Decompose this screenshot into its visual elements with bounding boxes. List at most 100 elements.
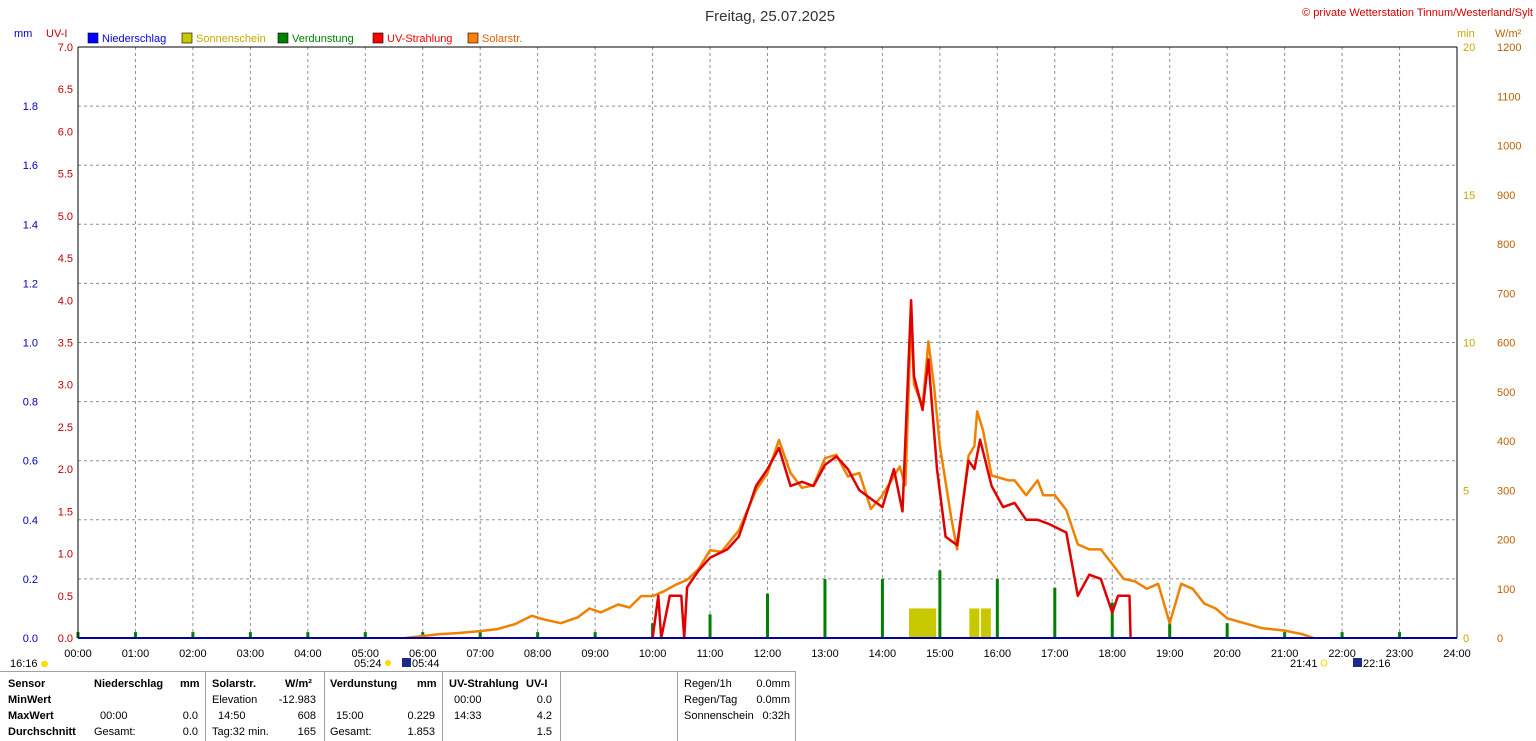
max-verdunstung-value: 0.229	[407, 710, 435, 722]
x-tick-label: 15:00	[926, 648, 954, 660]
legend-label: Solarstr.	[482, 33, 522, 45]
uv-tick-label: 5.5	[58, 169, 73, 181]
uv-tick-label: 4.5	[58, 253, 73, 265]
max-uv-time: 14:33	[454, 710, 482, 722]
wm2-tick-label: 0	[1497, 633, 1503, 645]
uv-line	[651, 299, 1132, 640]
stats-table: Sensor Niederschlag mm Solarstr. W/m² Ve…	[0, 671, 1536, 741]
min-tick-label: 0	[1463, 633, 1469, 645]
evaporation-bar	[1053, 587, 1057, 638]
evaporation-bar	[1398, 632, 1402, 638]
evaporation-bar	[191, 632, 195, 638]
sunrise-time: 05:24	[354, 658, 382, 670]
wm2-tick-label: 1000	[1497, 141, 1521, 153]
mm-tick-label: 0.2	[23, 574, 38, 586]
moon-left-icon	[41, 661, 48, 667]
extra-value-sunshine: 0:32h	[762, 710, 790, 722]
extra-value-rain-day: 0.0mm	[756, 694, 790, 706]
evaporation-bar	[1225, 623, 1229, 638]
x-tick-label: 24:00	[1443, 648, 1471, 660]
extra-value-rain-hour: 0.0mm	[756, 678, 790, 690]
header-sensor: Sensor	[8, 678, 46, 690]
min-unit-label: min	[1457, 28, 1475, 40]
uv-tick-label: 3.0	[58, 380, 73, 392]
sunrise-icon	[385, 660, 391, 666]
max-verdunstung-time: 15:00	[336, 710, 364, 722]
bar-series	[76, 570, 1402, 638]
header-niederschlag-unit: mm	[180, 678, 200, 690]
legend-swatch	[467, 32, 479, 44]
x-tick-label: 13:00	[811, 648, 839, 660]
evaporation-bar	[1340, 632, 1344, 638]
legend-label: Niederschlag	[102, 33, 166, 45]
uv-tick-label: 3.5	[58, 338, 73, 350]
moon-left-time: 16:16	[10, 658, 38, 670]
min-solar-value: -12.983	[278, 694, 316, 706]
mm-tick-label: 1.0	[23, 338, 38, 350]
x-tick-label: 22:00	[1328, 648, 1356, 660]
line-series	[405, 299, 1314, 640]
mm-tick-label: 0.8	[23, 397, 38, 409]
uv-tick-label: 0.5	[58, 591, 73, 603]
stats-divider	[205, 671, 206, 741]
evaporation-bar	[1283, 632, 1287, 638]
civil-dusk-time: 22:16	[1363, 658, 1391, 670]
wm2-tick-label: 1100	[1497, 91, 1521, 103]
evaporation-bar	[248, 632, 252, 638]
max-uv-value: 4.2	[536, 710, 552, 722]
wm2-unit-label: W/m²	[1495, 28, 1522, 40]
row-label-min: MinWert	[8, 694, 52, 706]
x-tick-label: 09:00	[581, 648, 609, 660]
extra-label-rain-day: Regen/Tag	[684, 694, 738, 706]
evaporation-bar	[708, 614, 712, 638]
legend-swatch	[372, 32, 384, 44]
avg-solar-time: Tag:32 min.	[212, 726, 269, 738]
uv-tick-label: 5.0	[58, 211, 73, 223]
min-uv-time: 00:00	[454, 694, 482, 706]
uv-unit-label: UV-I	[46, 28, 67, 40]
evaporation-bar	[363, 632, 367, 638]
x-tick-label: 05:00	[352, 648, 380, 660]
sunshine-bar	[914, 608, 925, 638]
evaporation-bar	[1110, 602, 1114, 638]
x-tick-label: 18:00	[1098, 648, 1126, 660]
row-label-avg: Durchschnitt	[8, 726, 76, 738]
mm-tick-label: 0.0	[23, 633, 38, 645]
legend-label: UV-Strahlung	[387, 33, 452, 45]
legend-swatch	[277, 32, 289, 44]
avg-uv-value: 1.5	[536, 726, 552, 738]
uv-tick-label: 1.5	[58, 506, 73, 518]
x-tick-label: 06:00	[409, 648, 437, 660]
evaporation-bar	[536, 632, 540, 638]
x-tick-label: 10:00	[639, 648, 667, 660]
header-uv: UV-Strahlung	[449, 678, 519, 690]
chart-title: Freitag, 25.07.2025	[705, 8, 835, 25]
uv-tick-label: 0.0	[58, 633, 73, 645]
civil-dawn-time: 05:44	[412, 658, 440, 670]
min-solar-time: Elevation	[212, 694, 258, 706]
wm2-tick-label: 200	[1497, 535, 1515, 547]
sunshine-bar	[980, 608, 991, 638]
wm2-tick-label: 300	[1497, 485, 1515, 497]
plot-frame	[77, 46, 1458, 639]
header-solar-unit: W/m²	[285, 678, 312, 690]
x-tick-label: 03:00	[237, 648, 265, 660]
avg-solar-value: 165	[297, 726, 316, 738]
legend-swatch	[181, 32, 193, 44]
row-label-max: MaxWert	[8, 710, 54, 722]
sunset-time: 21:41	[1290, 658, 1318, 670]
x-tick-label: 00:00	[64, 648, 92, 660]
legend: Niederschlag Sonnenschein Verdunstung UV-St…	[87, 32, 522, 45]
stats-divider	[795, 671, 796, 741]
max-niederschlag-time: 00:00	[100, 710, 128, 722]
evaporation-bar	[766, 593, 769, 638]
legend-swatch	[87, 32, 99, 44]
max-solar-value: 608	[297, 710, 316, 722]
solar-line	[405, 316, 1314, 640]
weather-chart: Freitag, 25.07.2025 © private Wetterstat…	[10, 7, 1533, 670]
avg-niederschlag-time: Gesamt:	[94, 726, 136, 738]
max-solar-time: 14:50	[218, 710, 246, 722]
uv-tick-label: 6.5	[58, 84, 73, 96]
dawn-icon	[402, 658, 411, 667]
header-verdunstung: Verdunstung	[330, 678, 398, 690]
